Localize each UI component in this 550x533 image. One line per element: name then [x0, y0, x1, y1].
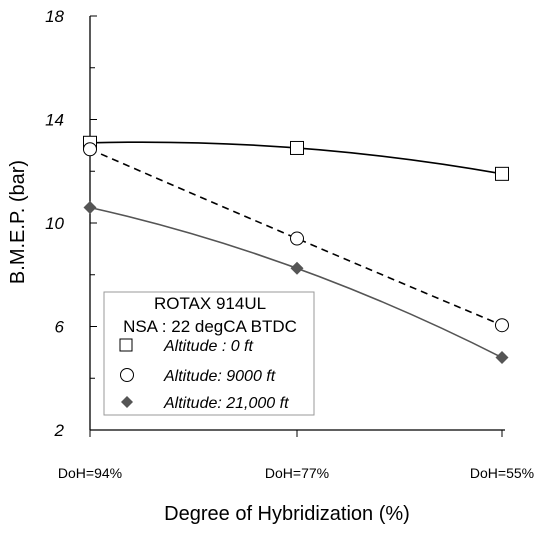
legend-label-1: Altitude: 9000 ft: [163, 368, 276, 385]
y-tick-label: 2: [54, 421, 65, 440]
data-point-s1-0: [83, 142, 97, 157]
y-tick-label: 6: [55, 318, 65, 337]
series-line-1: [89, 148, 503, 326]
legend-entry-1: Altitude: 9000 ft: [120, 368, 276, 385]
legend-marker-diamond: [121, 396, 133, 408]
legend-title-line-2: NSA : 22 degCA BTDC: [123, 317, 297, 336]
y-tick-label: 10: [45, 214, 64, 233]
legend-entry-0: Altitude : 0 ft: [119, 338, 253, 355]
legend-marker-circle: [120, 368, 134, 382]
x-axis-title: Degree of Hybridization (%): [164, 503, 410, 525]
series-group: [83, 135, 509, 365]
data-point-s2-0: [83, 200, 97, 214]
legend-box: [103, 291, 315, 416]
x-ticks: DoH=94% DoH=77% DoH=55%: [58, 430, 534, 481]
data-point-s0-2: [495, 166, 509, 181]
y-ticks: 2 6 10 14 18: [45, 7, 97, 440]
x-tick-label: DoH=77%: [265, 465, 329, 481]
legend-entry-2: Altitude: 21,000 ft: [121, 395, 289, 412]
data-point-s1-1: [290, 231, 304, 246]
x-tick-label: DoH=94%: [58, 465, 122, 481]
data-point-s0-1: [290, 140, 304, 155]
data-point-s1-2: [495, 318, 509, 333]
data-point-s2-2: [495, 351, 509, 365]
y-tick-label: 18: [45, 7, 64, 26]
y-tick-label: 14: [45, 111, 64, 130]
y-axis-title: B.M.E.P. (bar): [7, 160, 29, 284]
legend: ROTAX 914UL NSA : 22 degCA BTDC Altitude…: [103, 291, 315, 416]
legend-label-2: Altitude: 21,000 ft: [163, 395, 289, 412]
x-tick-label: DoH=55%: [470, 465, 534, 481]
legend-label-0: Altitude : 0 ft: [163, 338, 253, 355]
legend-title-line-1: ROTAX 914UL: [154, 294, 266, 313]
data-point-s2-1: [290, 261, 304, 275]
legend-marker-square: [119, 338, 133, 352]
